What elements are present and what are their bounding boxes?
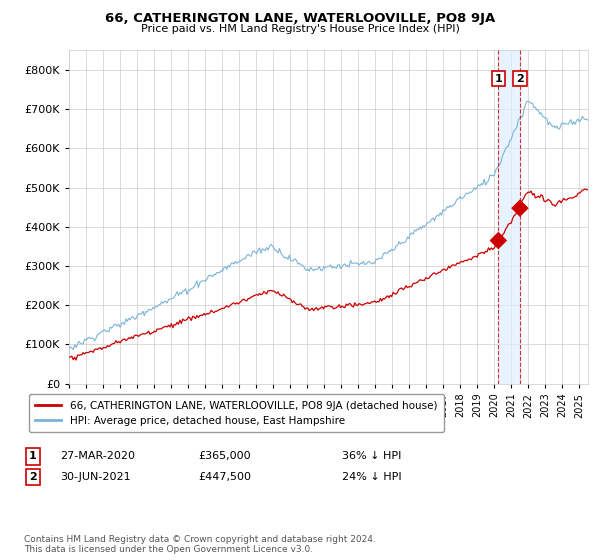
Text: 27-MAR-2020: 27-MAR-2020 <box>60 451 135 461</box>
Text: 2: 2 <box>516 74 524 84</box>
Text: 2: 2 <box>29 472 37 482</box>
Text: 24% ↓ HPI: 24% ↓ HPI <box>342 472 401 482</box>
Text: 1: 1 <box>494 74 502 84</box>
Text: 1: 1 <box>29 451 37 461</box>
Text: 36% ↓ HPI: 36% ↓ HPI <box>342 451 401 461</box>
Bar <box>499 50 520 384</box>
Legend: 66, CATHERINGTON LANE, WATERLOOVILLE, PO8 9JA (detached house), HPI: Average pri: 66, CATHERINGTON LANE, WATERLOOVILLE, PO… <box>29 394 443 432</box>
Point <box>494 236 503 245</box>
Text: £365,000: £365,000 <box>198 451 251 461</box>
Text: 66, CATHERINGTON LANE, WATERLOOVILLE, PO8 9JA: 66, CATHERINGTON LANE, WATERLOOVILLE, PO… <box>105 12 495 25</box>
Text: Price paid vs. HM Land Registry's House Price Index (HPI): Price paid vs. HM Land Registry's House … <box>140 24 460 34</box>
Text: Contains HM Land Registry data © Crown copyright and database right 2024.
This d: Contains HM Land Registry data © Crown c… <box>24 535 376 554</box>
Point <box>515 204 525 213</box>
Text: 30-JUN-2021: 30-JUN-2021 <box>60 472 131 482</box>
Text: £447,500: £447,500 <box>198 472 251 482</box>
